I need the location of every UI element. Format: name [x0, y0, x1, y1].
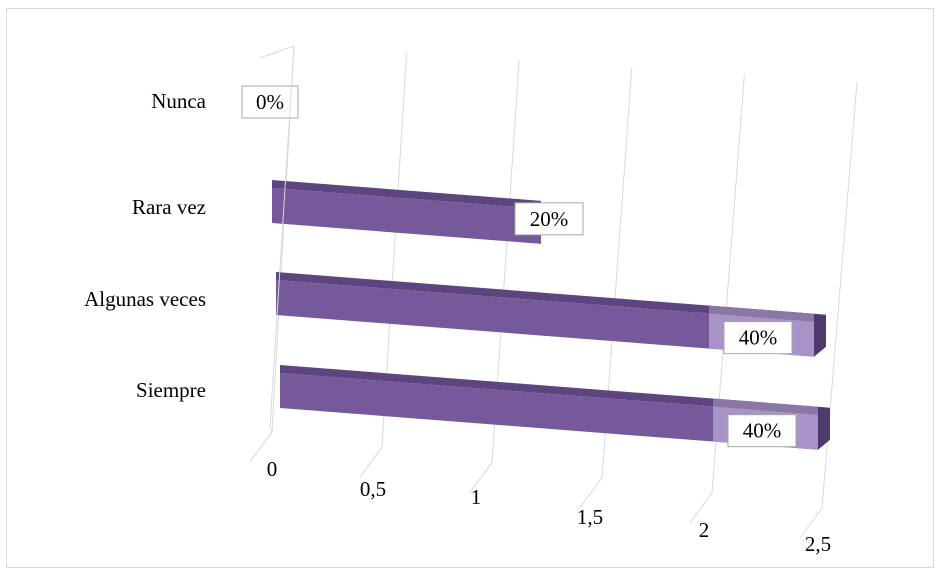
category-label: Siempre — [136, 378, 206, 402]
data-label: 20% — [530, 207, 569, 231]
bar-top-face — [276, 272, 814, 322]
data-label-box — [727, 414, 797, 448]
category-label: Nunca — [151, 89, 206, 113]
data-label-box — [723, 321, 793, 355]
bar-top-face — [280, 365, 818, 415]
gridline-3 — [579, 67, 633, 508]
bar-highlight-top — [713, 398, 818, 415]
x-tick-label: 2 — [699, 518, 710, 542]
floor-edge — [249, 431, 273, 463]
data-label: 40% — [739, 326, 778, 350]
x-tick-label: 0 — [267, 457, 278, 481]
category-label: Rara vez — [132, 195, 206, 219]
data-label: 40% — [743, 419, 782, 443]
bar — [272, 188, 541, 244]
back-wall-edge — [259, 45, 295, 433]
gridline-1 — [359, 53, 408, 478]
data-label: 0% — [256, 90, 284, 114]
bar-top-face — [272, 180, 541, 209]
x-tick-label: 0,5 — [360, 477, 386, 501]
bar — [276, 280, 814, 357]
gridline-4 — [689, 74, 745, 524]
bar-highlight-top — [709, 305, 814, 322]
x-tick-label: 2,5 — [805, 532, 831, 556]
x-tick-label: 1 — [471, 485, 482, 509]
bar — [280, 373, 818, 450]
x-tick-label: 1,5 — [577, 505, 603, 529]
bar-end-cap — [818, 406, 830, 450]
data-label-box — [514, 202, 584, 236]
gridline-5 — [799, 81, 858, 539]
bar-end-cap — [814, 313, 826, 357]
data-label-box — [241, 85, 299, 119]
category-label: Algunas veces — [84, 287, 206, 311]
gridline-2 — [469, 60, 520, 493]
